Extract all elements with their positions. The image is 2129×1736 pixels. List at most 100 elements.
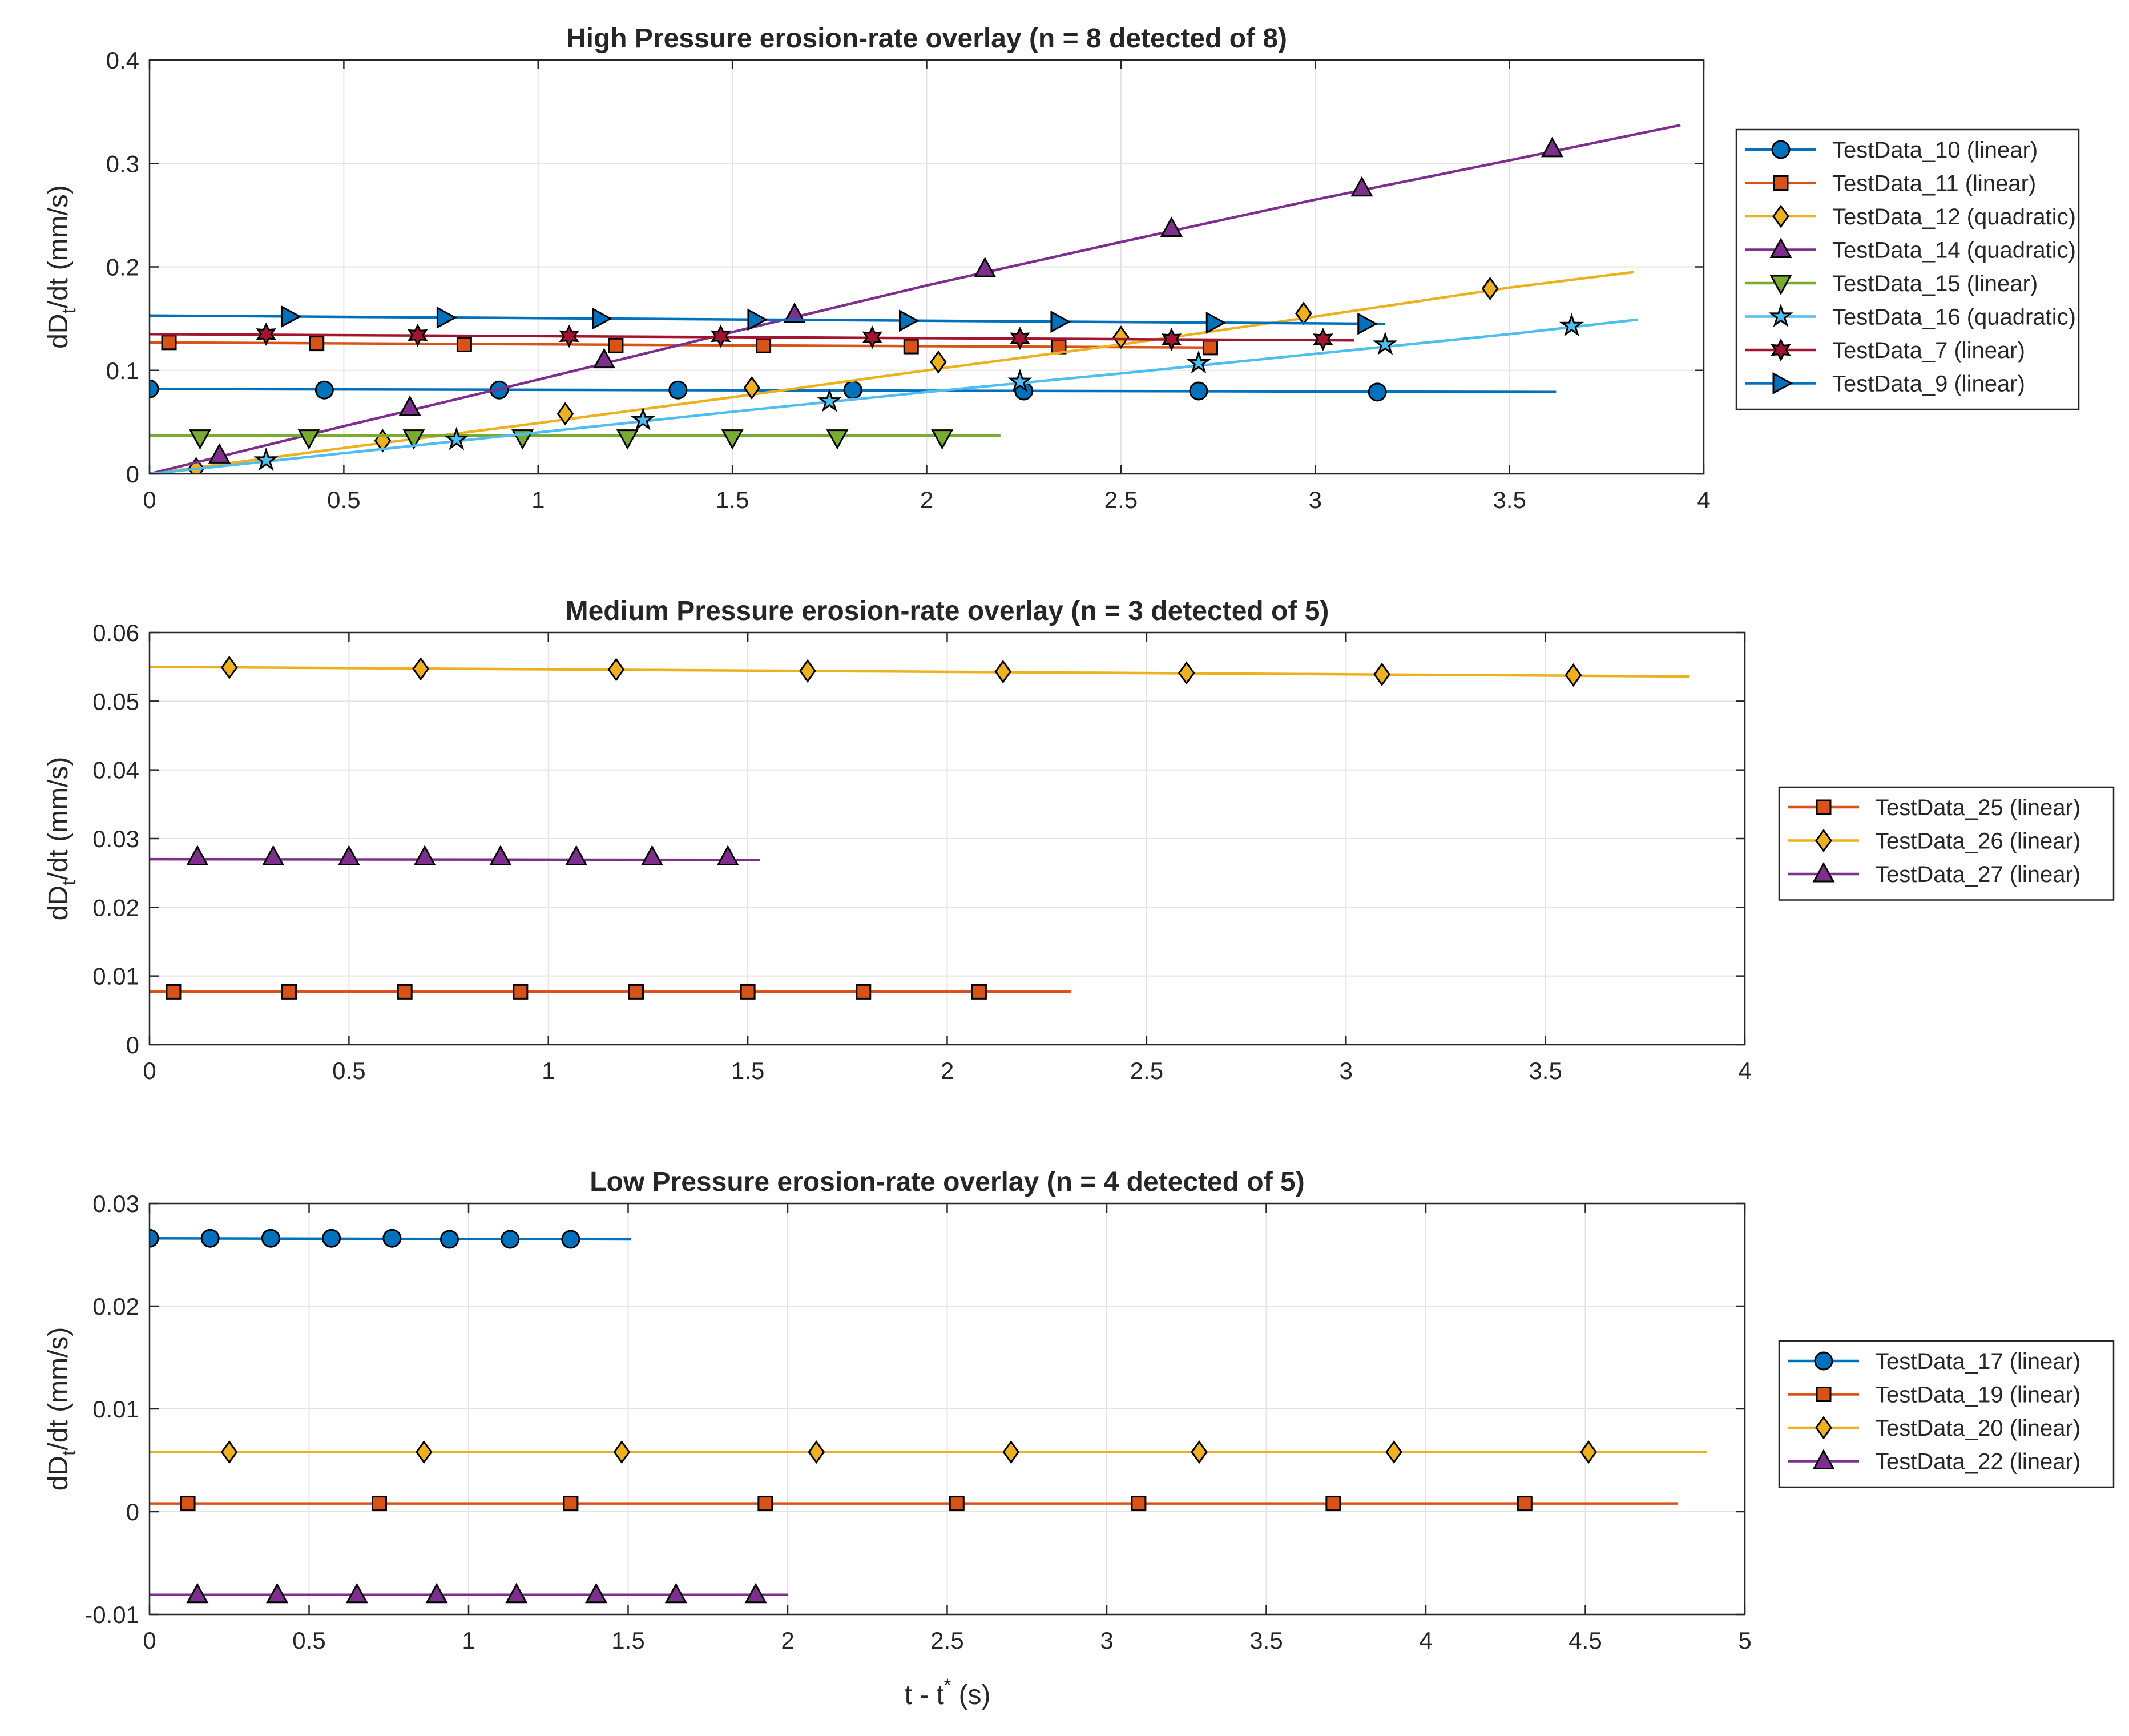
- series-7: [150, 322, 1354, 351]
- data-point: [862, 325, 882, 349]
- legend-label: TestData_10 (linear): [1832, 138, 2038, 163]
- legend-entry: TestData_27 (linear): [1788, 861, 2080, 887]
- legend-marker: [1769, 275, 1792, 296]
- data-point: [592, 348, 616, 369]
- data-point: [382, 1229, 402, 1248]
- x-tick-label: 1.5: [716, 486, 749, 513]
- data-point: [415, 1440, 433, 1464]
- data-point: [743, 376, 761, 400]
- legend-entry: TestData_11 (linear): [1745, 171, 2036, 196]
- y-tick-label: 0: [126, 1499, 139, 1525]
- legend-entry: TestData_19 (linear): [1788, 1383, 2080, 1408]
- data-point: [565, 845, 588, 865]
- data-point: [1481, 277, 1499, 301]
- data-point: [1313, 327, 1333, 351]
- legend-entry: TestData_12 (quadratic): [1745, 204, 2076, 229]
- data-point: [757, 1496, 773, 1512]
- data-point: [607, 658, 625, 682]
- data-point: [314, 380, 334, 400]
- x-axis-label-unit: (s): [951, 1680, 990, 1710]
- data-point: [200, 1229, 220, 1248]
- x-tick-label: 0: [143, 1627, 156, 1654]
- y-tick-label: 0.01: [92, 1396, 139, 1423]
- legend-label: TestData_27 (linear): [1875, 862, 2080, 887]
- data-point: [489, 845, 512, 865]
- series-2: [150, 1496, 1678, 1512]
- data-point: [1517, 1496, 1533, 1512]
- data-point: [931, 429, 954, 450]
- series-line: [150, 665, 1690, 678]
- data-point: [721, 429, 744, 450]
- data-point: [664, 1582, 687, 1604]
- chart-title: High Pressure erosion-rate overlay (n = …: [566, 23, 1287, 54]
- x-tick-label: 1: [531, 486, 545, 513]
- data-point: [501, 1230, 520, 1249]
- legend-label: TestData_22 (linear): [1875, 1449, 2080, 1475]
- y-axis-label: dDt/dt (mm/s): [43, 1327, 80, 1491]
- data-point: [397, 984, 413, 1000]
- legend: TestData_25 (linear) TestData_26 (linear)…: [1778, 786, 2115, 901]
- y-tick-label: 0.03: [92, 1190, 139, 1217]
- data-point: [843, 380, 862, 400]
- data-point: [150, 379, 159, 398]
- data-point: [188, 429, 212, 450]
- legend-label: TestData_16 (quadratic): [1832, 305, 2076, 330]
- y-axis-label-sub: t: [58, 880, 80, 885]
- data-point: [1189, 381, 1208, 401]
- data-point: [1131, 1496, 1147, 1512]
- y-axis-label: dDt/dt (mm/s): [43, 185, 80, 349]
- data-point: [630, 407, 656, 431]
- data-point: [783, 302, 806, 323]
- data-point: [439, 1230, 459, 1249]
- legend-marker: [1814, 1351, 1833, 1371]
- data-point: [1350, 176, 1373, 197]
- data-point: [1541, 136, 1564, 158]
- legend-marker: [1816, 799, 1832, 815]
- x-axis-label-main: t - t: [904, 1680, 943, 1710]
- data-point: [180, 1496, 196, 1512]
- y-tick-label: 0.03: [92, 825, 139, 852]
- legend-label: TestData_7 (linear): [1832, 338, 2025, 363]
- x-tick-label: 0: [143, 486, 156, 513]
- data-point: [402, 429, 425, 450]
- data-point: [208, 443, 231, 464]
- x-tick-label: 2.5: [1104, 486, 1138, 513]
- series-3: [150, 845, 760, 865]
- data-point: [1050, 311, 1071, 333]
- legend-entry: TestData_22 (linear): [1788, 1449, 2080, 1475]
- series-4: [150, 123, 1681, 474]
- x-tick-label: 4: [1697, 486, 1710, 513]
- y-tick-label: 0: [126, 1032, 139, 1058]
- data-point: [974, 257, 997, 277]
- data-point: [640, 845, 663, 865]
- y-axis-label-sub: t: [58, 1450, 80, 1456]
- data-point: [1178, 661, 1195, 685]
- data-point: [281, 984, 297, 1000]
- data-point: [1007, 368, 1033, 393]
- y-axis-label-rest: /dt (mm/s): [43, 185, 74, 308]
- x-tick-label: 2.5: [930, 1627, 963, 1654]
- data-point: [903, 339, 919, 355]
- data-point: [1202, 340, 1218, 356]
- data-point: [1010, 327, 1030, 351]
- data-point: [799, 659, 816, 683]
- x-tick-label: 4.5: [1568, 1627, 1602, 1654]
- legend-entry: TestData_15 (linear): [1745, 271, 2038, 296]
- y-tick-label: 0.05: [92, 688, 139, 715]
- legend-label: TestData_11 (linear): [1832, 171, 2036, 196]
- data-point: [1191, 1440, 1208, 1464]
- chart-panel-1: 0 0.5 1 1.5 2 2.5 3 3.5 4 0 0.1 0.2 0.3 0.4 High Press…: [43, 23, 2080, 513]
- legend-label: TestData_12 (quadratic): [1832, 204, 2076, 229]
- legend-label: TestData_19 (linear): [1875, 1383, 2080, 1408]
- series-6: [150, 313, 1638, 474]
- legend: TestData_17 (linear) TestData_19 (linear)…: [1778, 1340, 2115, 1488]
- data-point: [628, 984, 644, 1000]
- legend-marker: [1772, 372, 1793, 395]
- series-group: [150, 123, 1681, 474]
- legend-marker: [1816, 1387, 1832, 1402]
- legend-entry: TestData_20 (linear): [1788, 1416, 2080, 1441]
- chart-panel-3: 0 0.5 1 1.5 2 2.5 3 3.5 4 4.5 5-0.0100.010.020.03L…: [43, 1167, 2115, 1654]
- data-point: [1357, 312, 1378, 335]
- data-point: [513, 984, 529, 1000]
- series-line: [150, 857, 760, 861]
